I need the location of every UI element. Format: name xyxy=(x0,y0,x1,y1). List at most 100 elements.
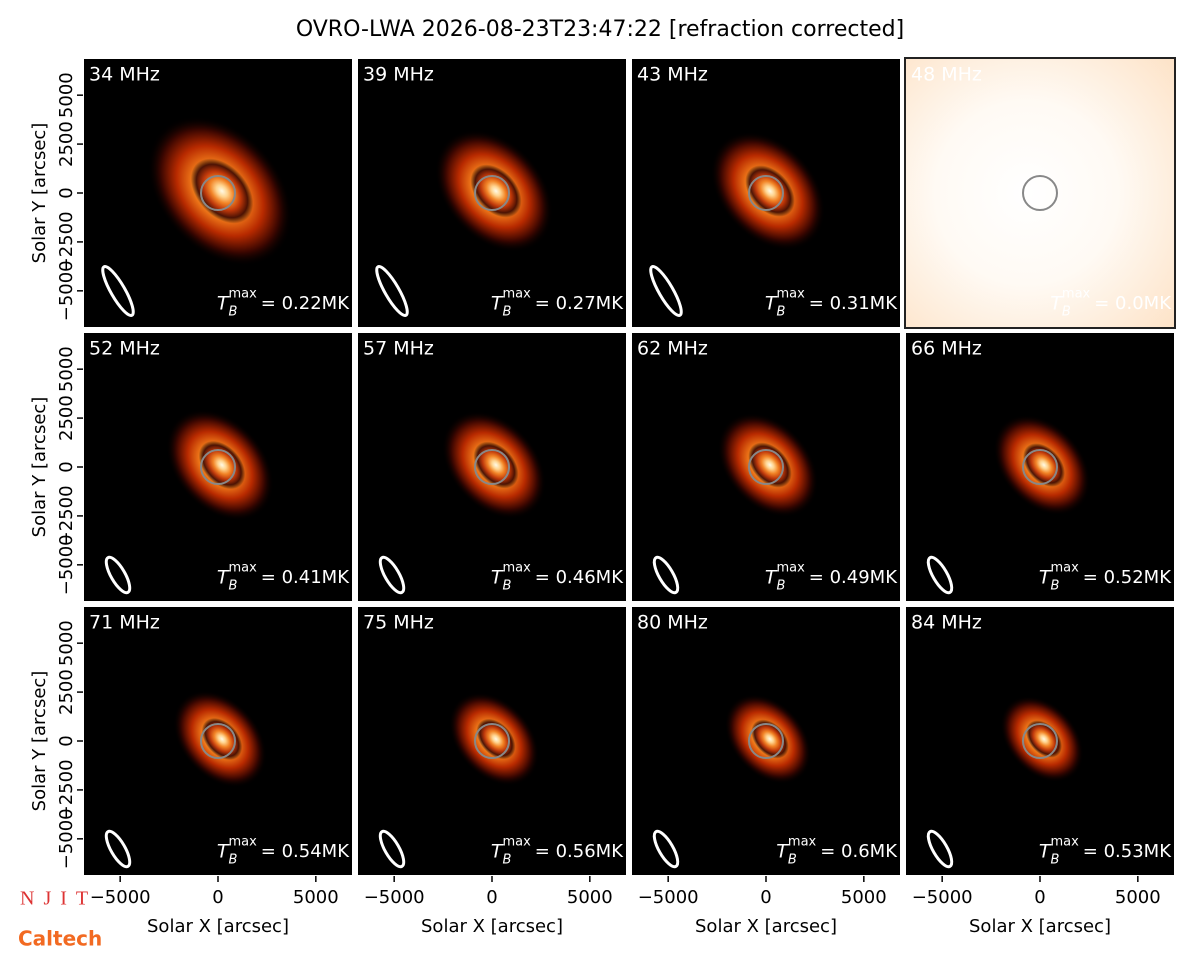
solar-disk xyxy=(1022,449,1058,485)
solar-disk xyxy=(474,175,510,211)
tb-max-value: = 0.27MK xyxy=(535,293,624,314)
tb-max-subscript: B xyxy=(1050,579,1059,594)
tb-max-subscript: B xyxy=(1062,305,1071,320)
panel-title: 48 MHz xyxy=(911,64,982,86)
tb-max-subscript: B xyxy=(228,853,237,868)
beam xyxy=(378,555,406,595)
tb-max-value: = 0.56MK xyxy=(535,841,624,862)
panel: 34 MHz = 0.22MK max BT −5000−2500 0 2500 5000 So… xyxy=(29,57,354,329)
panel: 57 MHz = 0.46MK max BT xyxy=(356,331,628,603)
tb-max-superscript: max xyxy=(776,561,805,576)
x-tick-label: 5000 xyxy=(1115,887,1161,908)
y-axis-label: Solar Y [arcsec] xyxy=(29,123,50,264)
panel: 52 MHz = 0.41MK max BT −5000−2500 0 2500 5000 So… xyxy=(29,331,354,603)
image xyxy=(905,58,1175,328)
panel-frame xyxy=(356,57,628,329)
tb-max-value: = 0.0MK xyxy=(1094,293,1172,314)
beam xyxy=(101,265,135,317)
solar-disk xyxy=(1022,175,1058,211)
panel-title: 84 MHz xyxy=(911,612,982,634)
panel-title: 34 MHz xyxy=(89,64,160,86)
beam xyxy=(104,829,132,869)
tb-max-symbol: T xyxy=(491,567,504,589)
solar-disk xyxy=(748,449,784,485)
image xyxy=(631,606,901,876)
emission-core xyxy=(476,718,516,760)
tb-max-symbol: T xyxy=(1039,567,1052,589)
tb-max-symbol: T xyxy=(765,293,778,315)
tb-max-superscript: max xyxy=(502,561,531,576)
y-tick-label: −2500 xyxy=(56,759,77,820)
x-tick-label: 0 xyxy=(212,887,223,908)
image xyxy=(905,332,1175,602)
beam xyxy=(926,829,954,869)
tb-max-superscript: max xyxy=(228,835,257,850)
panel: 43 MHz = 0.31MK max BT xyxy=(630,57,902,329)
tb-max-subscript: B xyxy=(228,305,237,320)
y-tick-label: 0 xyxy=(56,461,77,472)
beam xyxy=(104,555,132,595)
y-tick-label: 5000 xyxy=(56,620,77,666)
tb-max-subscript: B xyxy=(502,579,511,594)
solar-disk xyxy=(1022,723,1058,759)
image xyxy=(631,58,901,328)
image xyxy=(83,58,353,328)
tb-max-superscript: max xyxy=(228,287,257,302)
tb-max-value: = 0.54MK xyxy=(261,841,350,862)
panel-title: 80 MHz xyxy=(637,612,708,634)
y-tick-label: 0 xyxy=(56,187,77,198)
y-tick-label: 2500 xyxy=(56,395,77,441)
panel-frame xyxy=(630,57,902,329)
tb-max-subscript: B xyxy=(788,853,797,868)
y-tick-label: 5000 xyxy=(56,346,77,392)
emission-core xyxy=(473,441,519,489)
tb-max-value: = 0.41MK xyxy=(261,567,350,588)
y-axis-label: Solar Y [arcsec] xyxy=(29,671,50,812)
x-tick-label: 5000 xyxy=(293,887,339,908)
tb-max-value: = 0.49MK xyxy=(809,567,898,588)
tb-max-subscript: B xyxy=(228,579,237,594)
tb-max-superscript: max xyxy=(502,287,531,302)
y-axis-label: Solar Y [arcsec] xyxy=(29,397,50,538)
beam xyxy=(378,829,406,869)
tb-max-subscript: B xyxy=(776,305,785,320)
tb-max-subscript: B xyxy=(776,579,785,594)
solar-disk xyxy=(748,723,784,759)
tb-max-symbol: T xyxy=(217,567,230,589)
x-tick-label: 0 xyxy=(486,887,497,908)
panel-title: 57 MHz xyxy=(363,338,434,360)
panel-title: 52 MHz xyxy=(89,338,160,360)
emission-core xyxy=(190,158,254,224)
x-tick-label: −5000 xyxy=(90,887,151,908)
solar-disk xyxy=(474,449,510,485)
logo-caltech: Caltech xyxy=(18,927,102,951)
image xyxy=(83,332,353,602)
solar-disk xyxy=(748,175,784,211)
panel-title: 66 MHz xyxy=(911,338,982,360)
x-tick-label: 5000 xyxy=(567,887,613,908)
tb-max-superscript: max xyxy=(776,287,805,302)
tb-max-superscript: max xyxy=(1050,561,1079,576)
panel-title: 39 MHz xyxy=(363,64,434,86)
y-tick-label: 2500 xyxy=(56,121,77,167)
tb-max-symbol: T xyxy=(491,841,504,863)
tb-max-symbol: T xyxy=(765,567,778,589)
y-tick-label: −2500 xyxy=(56,485,77,546)
panel-title: 75 MHz xyxy=(363,612,434,634)
tb-max-subscript: B xyxy=(502,305,511,320)
tb-max-symbol: T xyxy=(776,841,789,863)
solar-disk xyxy=(474,723,510,759)
solar-disk xyxy=(200,449,236,485)
panel: 66 MHz = 0.52MK max BT xyxy=(904,331,1176,603)
tb-max-symbol: T xyxy=(1050,293,1063,315)
x-tick-label: 5000 xyxy=(841,887,887,908)
tb-max-value: = 0.52MK xyxy=(1083,567,1172,588)
panel-frame xyxy=(356,331,628,603)
y-tick-label: −5000 xyxy=(56,260,77,321)
y-tick-label: 5000 xyxy=(56,72,77,118)
figure-title: OVRO-LWA 2026-08-23T23:47:22 [refraction… xyxy=(296,17,904,42)
panel: 39 MHz = 0.27MK max BT xyxy=(356,57,628,329)
